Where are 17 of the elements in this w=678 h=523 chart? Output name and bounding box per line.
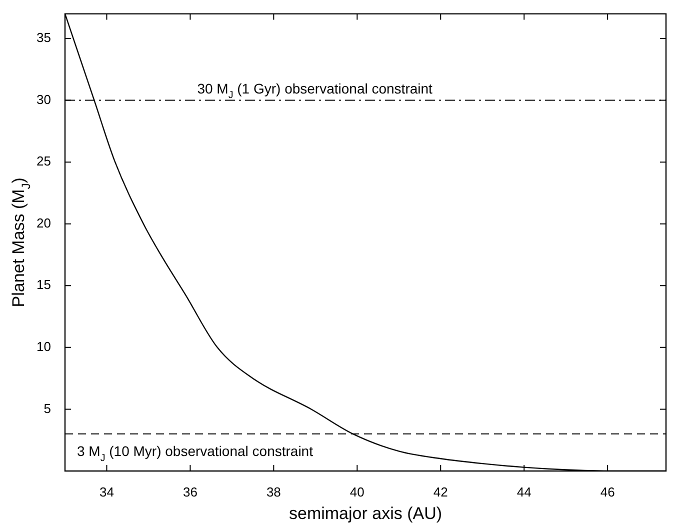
x-tick-label: 46 <box>600 484 615 500</box>
y-tick-label: 15 <box>36 277 51 292</box>
y-tick-label: 5 <box>44 400 51 416</box>
y-tick-label: 35 <box>36 30 51 46</box>
y-tick-label: 20 <box>36 215 51 230</box>
x-tick-label: 40 <box>350 484 364 500</box>
x-tick-label: 34 <box>100 484 114 500</box>
x-tick-label: 38 <box>266 484 281 500</box>
x-tick-label: 36 <box>182 484 198 500</box>
line-series <box>65 14 666 471</box>
x-axis-title: semimajor axis (AU) <box>288 504 442 523</box>
y-axis-title: Planet Mass (MJ) <box>9 178 33 308</box>
y-tick-label: 10 <box>36 339 51 354</box>
x-tick-label: 42 <box>433 484 448 500</box>
y-tick-label: 30 <box>36 92 51 107</box>
x-tick-label: 44 <box>516 484 532 500</box>
y-tick-label: 25 <box>36 154 51 169</box>
